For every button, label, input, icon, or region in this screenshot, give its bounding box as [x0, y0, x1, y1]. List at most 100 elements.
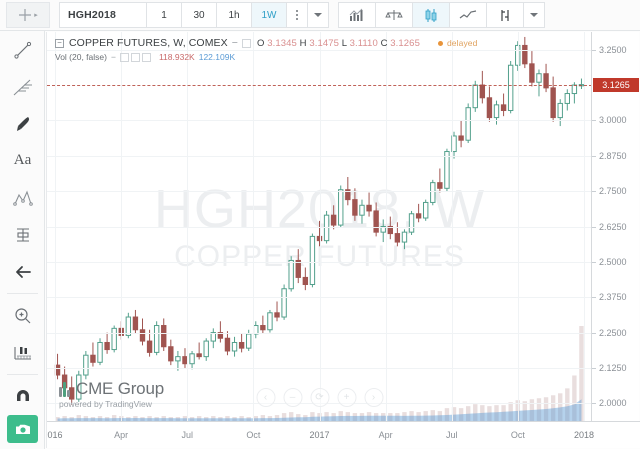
indicator-value-red: 118.932K — [158, 52, 195, 62]
scroll-right-button[interactable]: › — [364, 388, 383, 407]
long-short-position-tool[interactable] — [0, 216, 45, 253]
candle-body — [104, 341, 110, 351]
volume-bar — [232, 417, 237, 421]
price-tick-label: 2.7500 — [599, 186, 627, 197]
price-tick-label: 2.8750 — [599, 150, 627, 161]
indicator-name[interactable]: Vol (20, false) — [55, 52, 107, 62]
add-button[interactable]: + — [337, 388, 356, 407]
volume-bar — [543, 397, 549, 421]
candle-body — [76, 374, 82, 400]
ohlc-l-value: 3.1110 — [349, 37, 378, 49]
ohlc-l-label: L — [341, 37, 347, 49]
candle-body — [175, 356, 181, 362]
candle-body — [274, 312, 280, 318]
time-tick-label: 016 — [47, 430, 63, 440]
chart-nav-buttons: ‹ – ⟳ + › — [256, 388, 383, 407]
candle-body — [302, 276, 309, 285]
collapse-legend-icon[interactable]: − — [55, 38, 64, 48]
indicator-settings-icon[interactable] — [119, 52, 129, 62]
legend-settings-icon[interactable] — [241, 38, 251, 48]
trend-line-tool[interactable] — [0, 31, 45, 68]
candle-body — [54, 364, 61, 376]
candle-body — [125, 316, 132, 336]
volume-bar — [204, 417, 209, 421]
reset-scroll-button[interactable]: – — [283, 388, 302, 407]
snapshot-button[interactable] — [7, 415, 38, 443]
volume-bar — [529, 399, 535, 421]
volume-bar — [515, 400, 520, 421]
candle-body — [267, 312, 273, 331]
interval-dropdown-button[interactable] — [307, 2, 329, 28]
indicators-button[interactable] — [338, 2, 376, 28]
candle-body — [430, 182, 436, 203]
volume-bar — [423, 411, 428, 421]
indicator-visibility-icon[interactable] — [130, 52, 140, 62]
chart-type-candles-button[interactable] — [412, 2, 450, 28]
elliott-wave-tool[interactable] — [0, 179, 45, 216]
chart-type-bars-button[interactable] — [486, 2, 524, 28]
compare-button[interactable] — [375, 2, 413, 28]
chart-type-line-button[interactable] — [449, 2, 487, 28]
volume-bar — [473, 404, 478, 421]
pitchfork-tool[interactable] — [0, 68, 45, 105]
interval-more-button[interactable] — [286, 2, 308, 28]
volume-bar — [522, 401, 528, 421]
chart-type-dropdown-button[interactable] — [523, 2, 545, 28]
price-tick-mark — [592, 297, 596, 299]
volume-bar — [140, 417, 145, 421]
volume-bar — [196, 416, 202, 421]
measure-tool[interactable] — [0, 334, 45, 371]
candle-body — [111, 327, 117, 351]
kebab-menu-icon — [296, 10, 298, 20]
volume-bar — [126, 417, 131, 421]
text-tool[interactable]: Aa — [13, 152, 32, 168]
volume-bar — [267, 416, 273, 421]
candle-body — [281, 288, 287, 318]
volume-bar — [83, 416, 89, 421]
reset-chart-button[interactable]: ⟳ — [310, 388, 329, 407]
symbol-field[interactable]: HGH2018 — [59, 2, 147, 28]
legend-dash: − — [231, 37, 238, 49]
magnet-icon — [16, 389, 29, 401]
zoom-tool[interactable] — [0, 297, 45, 334]
sidebar-divider — [6, 374, 38, 375]
candle-body — [146, 340, 153, 353]
interval-1w[interactable]: 1W — [251, 2, 287, 28]
price-tick-mark — [592, 49, 596, 51]
interval-1[interactable]: 1 — [146, 2, 182, 28]
time-tick-label: Apr — [114, 430, 129, 440]
candle-body — [330, 214, 337, 226]
gridline — [584, 32, 585, 421]
candle-body — [543, 73, 549, 89]
brush-icon — [16, 116, 29, 131]
legend-title[interactable]: COPPER FUTURES, W, COMEX — [69, 37, 228, 49]
last-price-line — [47, 84, 592, 86]
brush-tool[interactable] — [0, 105, 45, 142]
interval-30[interactable]: 30 — [181, 2, 217, 28]
drawing-toolbar-handle[interactable]: ▸ — [6, 2, 50, 28]
candle-body — [571, 84, 578, 95]
volume-bar — [494, 405, 499, 421]
indicator-remove-icon[interactable] — [141, 52, 151, 62]
volume-bar — [147, 416, 152, 421]
gridline — [319, 32, 321, 421]
price-tick-mark — [592, 155, 596, 157]
interval-1h[interactable]: 1h — [216, 2, 252, 28]
arrow-marker-tool[interactable] — [0, 253, 45, 290]
cme-branding: CME Group powered by TradingView — [59, 380, 164, 409]
price-axis[interactable]: 3.2500 3.1265 3.0000 2.8750 2.7500 2.6250 2.50… — [591, 32, 639, 421]
volume-bar — [572, 375, 577, 421]
volume-bar — [288, 412, 294, 421]
crosshair-icon — [19, 9, 32, 21]
volume-bar — [437, 411, 443, 421]
candle-body — [507, 64, 514, 112]
magnet-tool[interactable] — [0, 378, 45, 415]
price-tick-label: 2.0000 — [599, 398, 627, 409]
price-tick-label: 2.2500 — [599, 327, 627, 338]
time-axis[interactable]: 016 Apr Jul Oct 2017 Apr Jul Oct 2018 — [47, 421, 640, 448]
volume-bar — [352, 413, 358, 421]
chart-plot-area[interactable]: HGH2018, W COPPER FUTURES CME Group powe… — [47, 32, 592, 421]
candle-body — [352, 199, 358, 216]
candles-chart-type-icon — [425, 8, 437, 22]
scroll-left-button[interactable]: ‹ — [256, 388, 275, 407]
